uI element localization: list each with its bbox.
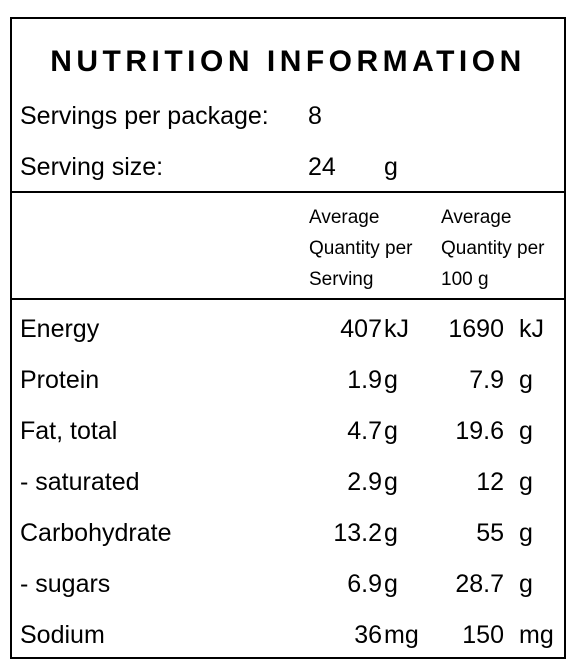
serving-size-label: Serving size: [20, 153, 164, 181]
nutrient-row-protein: Protein 1.9 g 7.9 g [12, 366, 564, 417]
per-100g-unit: kJ [519, 315, 544, 343]
per-100g-value: 28.7 [455, 570, 504, 598]
per-serving-value: 407 [340, 315, 382, 343]
servings-per-package-value: 8 [308, 102, 322, 130]
divider-top [12, 191, 564, 193]
nutrient-row-energy: Energy 407 kJ 1690 kJ [12, 315, 564, 366]
column-header-line: 100 g [441, 269, 489, 290]
per-100g-value: 12 [476, 468, 504, 496]
per-100g-unit: mg [519, 621, 554, 649]
per-100g-value: 19.6 [455, 417, 504, 445]
nutrient-label: - sugars [20, 570, 111, 598]
column-header-per-serving: Average Quantity per Serving [309, 202, 413, 295]
per-serving-unit: g [384, 519, 398, 547]
per-100g-unit: g [519, 570, 533, 598]
per-serving-unit: mg [384, 621, 419, 649]
column-header-line: Average [441, 207, 512, 228]
per-serving-value: 2.9 [347, 468, 382, 496]
nutrient-row-carbohydrate: Carbohydrate 13.2 g 55 g [12, 519, 564, 570]
nutrient-label: Fat, total [20, 417, 118, 445]
nutrient-row-sugars: - sugars 6.9 g 28.7 g [12, 570, 564, 621]
nutrient-label: Protein [20, 366, 100, 394]
panel-title: NUTRITION INFORMATION [50, 45, 526, 78]
column-header-line: Quantity per [309, 238, 413, 259]
per-serving-value: 13.2 [333, 519, 382, 547]
per-100g-value: 1690 [448, 315, 504, 343]
column-header-line: Average [309, 207, 380, 228]
per-serving-unit: g [384, 570, 398, 598]
column-header-line: Serving [309, 269, 374, 290]
divider-header [12, 298, 564, 300]
per-serving-unit: kJ [384, 315, 409, 343]
per-100g-value: 55 [476, 519, 504, 547]
nutrient-row-fat-total: Fat, total 4.7 g 19.6 g [12, 417, 564, 468]
per-serving-unit: g [384, 417, 398, 445]
per-serving-value: 4.7 [347, 417, 382, 445]
per-100g-value: 150 [462, 621, 504, 649]
servings-per-package-label: Servings per package: [20, 102, 269, 130]
serving-size-value: 24 [308, 153, 336, 181]
per-serving-value: 36 [354, 621, 382, 649]
serving-size-unit: g [384, 153, 398, 181]
per-100g-unit: g [519, 366, 533, 394]
per-100g-unit: g [519, 468, 533, 496]
nutrient-label: - saturated [20, 468, 140, 496]
per-serving-unit: g [384, 468, 398, 496]
nutrient-label: Carbohydrate [20, 519, 172, 547]
per-100g-value: 7.9 [469, 366, 504, 394]
per-100g-unit: g [519, 417, 533, 445]
per-serving-value: 6.9 [347, 570, 382, 598]
column-header-per-100g: Average Quantity per 100 g [441, 202, 545, 295]
per-100g-unit: g [519, 519, 533, 547]
nutrient-row-saturated: - saturated 2.9 g 12 g [12, 468, 564, 519]
nutrient-label: Sodium [20, 621, 105, 649]
nutrition-panel: NUTRITION INFORMATION Servings per packa… [10, 17, 566, 659]
per-serving-value: 1.9 [347, 366, 382, 394]
column-header-line: Quantity per [441, 238, 545, 259]
nutrient-label: Energy [20, 315, 100, 343]
per-serving-unit: g [384, 366, 398, 394]
nutrient-row-sodium: Sodium 36 mg 150 mg [12, 621, 564, 672]
